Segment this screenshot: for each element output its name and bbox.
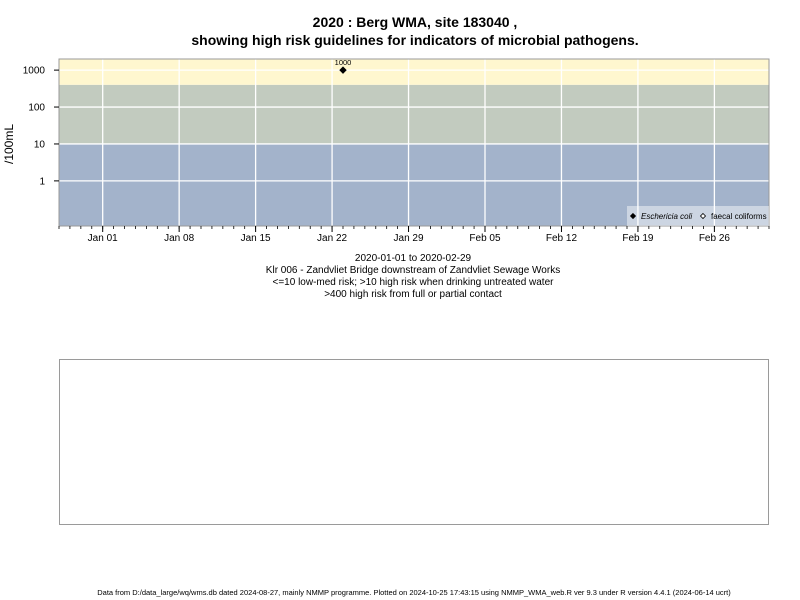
empty-second-panel xyxy=(59,359,769,525)
data-point-label: 1000 xyxy=(335,58,352,67)
x-tick-label: Jan 01 xyxy=(88,233,118,244)
x-tick-label: Feb 26 xyxy=(699,233,731,244)
y-axis-label: /100mL xyxy=(2,124,16,164)
y-tick-label: 100 xyxy=(28,103,45,114)
plot-frame xyxy=(58,58,770,227)
legend-marker xyxy=(699,212,707,220)
x-tick-label: Jan 22 xyxy=(317,233,347,244)
x-tick-label: Feb 19 xyxy=(622,233,654,244)
legend-entry: Eschericia coli xyxy=(641,212,692,221)
chart-title-line-2: showing high risk guidelines for indicat… xyxy=(191,32,639,48)
legend-marker xyxy=(629,212,637,220)
data-point xyxy=(339,66,347,74)
risk-band-1 xyxy=(59,84,769,144)
y-tick-label: 1000 xyxy=(23,66,46,77)
x-tick-label: Jan 29 xyxy=(394,233,424,244)
y-tick-label: 10 xyxy=(34,139,46,150)
y-tick-label: 1 xyxy=(39,176,45,187)
subtitle-site: Klr 006 - Zandvliet Bridge downstream of… xyxy=(265,265,561,276)
subtitle-risk-1: <=10 low-med risk; >10 high risk when dr… xyxy=(272,277,554,288)
risk-band-2 xyxy=(59,59,769,85)
legend-entry: faecal coliforms xyxy=(711,212,767,221)
footer-note: Data from D:/data_large/wq/wms.db dated … xyxy=(97,588,731,597)
subtitle-risk-2: >400 high risk from full or partial cont… xyxy=(324,289,502,300)
x-tick-label: Feb 12 xyxy=(546,233,578,244)
x-tick-label: Jan 15 xyxy=(241,233,271,244)
subtitle-date-range: 2020-01-01 to 2020-02-29 xyxy=(354,253,472,264)
risk-band-0 xyxy=(59,143,769,226)
chart-title-line-1: 2020 : Berg WMA, site 183040 , xyxy=(312,14,518,30)
x-tick-label: Feb 05 xyxy=(469,233,501,244)
x-tick-label: Jan 08 xyxy=(164,233,194,244)
legend-box xyxy=(627,206,769,226)
